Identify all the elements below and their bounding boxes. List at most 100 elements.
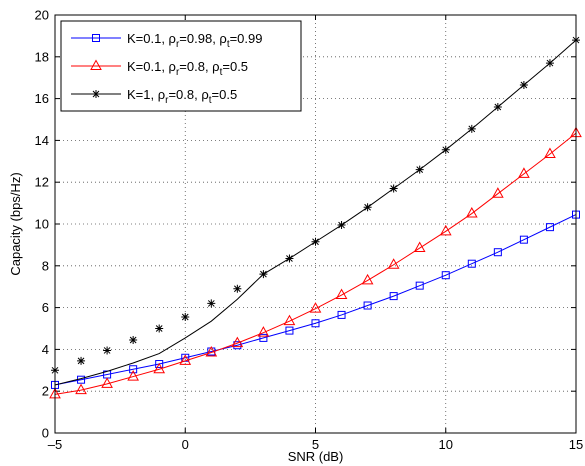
legend-text-part: K=0.1, ρ [127,59,176,74]
series-2-marker [75,383,87,395]
y-tick-label: 0 [42,426,49,441]
series-3-marker [337,221,346,230]
legend-subscript: r [176,39,180,50]
series-1-marker [233,341,242,350]
series-3-marker [545,59,554,68]
series-3-marker [129,335,138,344]
y-tick-label: 12 [35,175,49,190]
x-tick-label: –5 [48,437,62,452]
series-2-marker [361,273,374,285]
series-1-marker [155,360,164,369]
series-2-marker [492,187,504,198]
series-2-marker [101,377,113,388]
series-2-marker [153,362,166,374]
legend-text-part: =0.5 [212,87,238,102]
series-1-marker [493,248,502,257]
x-axis-label: SNR (dB) [288,449,344,464]
series-3-marker [77,356,86,365]
legend-text-part: K=1, ρ [127,87,165,102]
series-2-marker [283,314,296,326]
series-2-marker [179,354,192,365]
series-2-line [54,132,577,395]
y-tick-label: 2 [42,384,49,399]
legend-text-part: =0.99 [230,31,263,46]
legend-text-part: =0.98, ρ [179,31,227,46]
series-2-marker [127,370,139,381]
series-1-marker [363,301,372,310]
legend-text-part: =0.5 [222,59,248,74]
x-tick-label: 15 [569,437,583,452]
y-tick-label: 8 [42,258,49,273]
series-3-marker [181,313,190,322]
series-1-marker [259,333,268,342]
series-3-marker [259,270,268,279]
series-3-marker [389,184,398,193]
series-3-marker [285,254,294,263]
series-2-marker [309,302,322,313]
series-3-marker [207,299,216,308]
series-3-marker [311,237,320,246]
series-3-marker [103,346,112,355]
series-2-marker [465,207,478,218]
x-tick-label: 10 [439,437,453,452]
series-3-marker [233,284,242,293]
legend-entry-2: K=0.1, ρr=0.8, ρt=0.5 [127,59,248,78]
y-tick-label: 18 [35,49,49,64]
y-tick-label: 14 [35,133,49,148]
series-3-marker [415,165,424,174]
series-2-marker [387,258,400,269]
series-2-marker [518,167,530,178]
series-1-marker [311,319,320,328]
legend-entry-3: K=1, ρr=0.8, ρt=0.5 [127,87,237,106]
legend-text-part: K=0.1, ρ [127,31,176,46]
series-1-marker [337,310,346,319]
series-2-marker [544,147,556,158]
series-1-line [54,214,577,386]
series-1-marker [519,235,528,244]
series-3-marker [467,124,476,133]
y-tick-label: 4 [42,342,49,357]
series-1-marker [441,271,450,280]
series-2-marker [413,241,426,253]
series-3-marker [363,203,372,212]
legend-subscript: r [165,95,169,106]
legend: K=0.1, ρr=0.98, ρt=0.99K=0.1, ρr=0.8, ρt… [60,20,302,112]
series-2-marker [257,326,270,337]
legend-subscript: r [176,67,180,78]
legend-marker [90,59,102,70]
series-2-marker [439,224,452,236]
series-1 [51,210,580,389]
series-layer [49,36,582,399]
y-tick-label: 6 [42,300,49,315]
y-tick-label: 20 [35,8,49,23]
legend-marker [92,90,100,98]
y-axis-label: Capacity (bps/Hz) [8,172,23,275]
legend-marker [92,34,100,42]
series-1-marker [415,281,424,290]
series-3-marker [441,145,450,154]
series-2 [49,126,582,399]
series-3-marker [155,324,164,333]
plot-frame [54,14,577,434]
grid-lines [55,15,576,433]
series-1-marker [129,365,138,374]
legend-subscript: t [220,67,223,78]
series-2-marker [335,288,348,300]
x-tick-label: 5 [312,437,319,452]
legend-text-part: =0.8, ρ [179,59,219,74]
series-1-marker [545,223,554,232]
series-2-marker [205,346,218,357]
series-1-marker [285,326,294,335]
series-3-marker [493,102,502,111]
legend-box [60,20,302,112]
legend-text-part: =0.8, ρ [168,87,208,102]
legend-subscript: t [227,39,230,50]
legend-entry-1: K=0.1, ρr=0.98, ρt=0.99 [127,31,263,50]
y-tick-label: 16 [35,91,49,106]
x-tick-label: 0 [182,437,189,452]
series-3-marker [519,81,528,90]
legend-subscript: t [209,95,212,106]
y-tick-label: 10 [35,217,49,232]
series-3 [51,36,580,386]
